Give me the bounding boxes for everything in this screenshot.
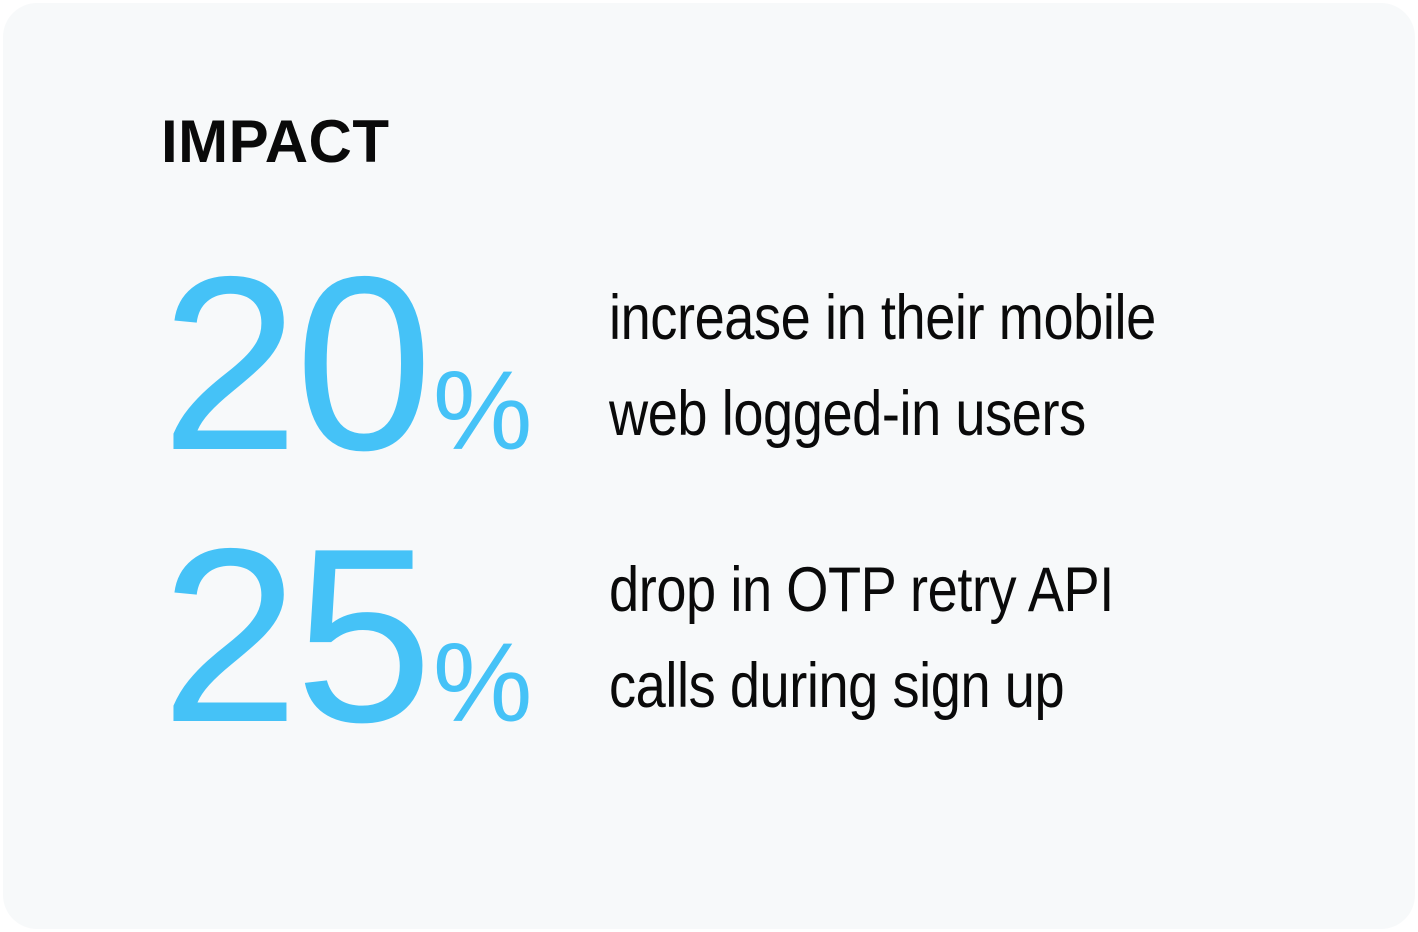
stat-description-line: drop in OTP retry API (609, 555, 1114, 625)
stats-list: 20 % increase in their mobile web logged… (3, 224, 1415, 802)
percent-symbol: % (432, 348, 533, 473)
stat-row: 25 % drop in OTP retry API calls during … (3, 496, 1415, 802)
page-title: IMPACT (161, 108, 390, 175)
stat-figure: 20 % (161, 224, 591, 502)
stat-description-line: calls during sign up (609, 651, 1065, 721)
stat-description: drop in OTP retry API calls during sign … (609, 542, 1211, 734)
stat-figure: 25 % (161, 496, 591, 774)
stat-value: 20 (161, 224, 433, 502)
impact-card: IMPACT 20 % increase in their mobile web… (3, 3, 1415, 929)
stat-value: 25 (161, 496, 433, 774)
stat-description: increase in their mobile web logged-in u… (609, 270, 1211, 462)
stat-description-line: increase in their mobile (609, 283, 1156, 353)
percent-symbol: % (432, 620, 533, 745)
stat-row: 20 % increase in their mobile web logged… (3, 224, 1415, 530)
stat-description-line: web logged-in users (609, 379, 1086, 449)
